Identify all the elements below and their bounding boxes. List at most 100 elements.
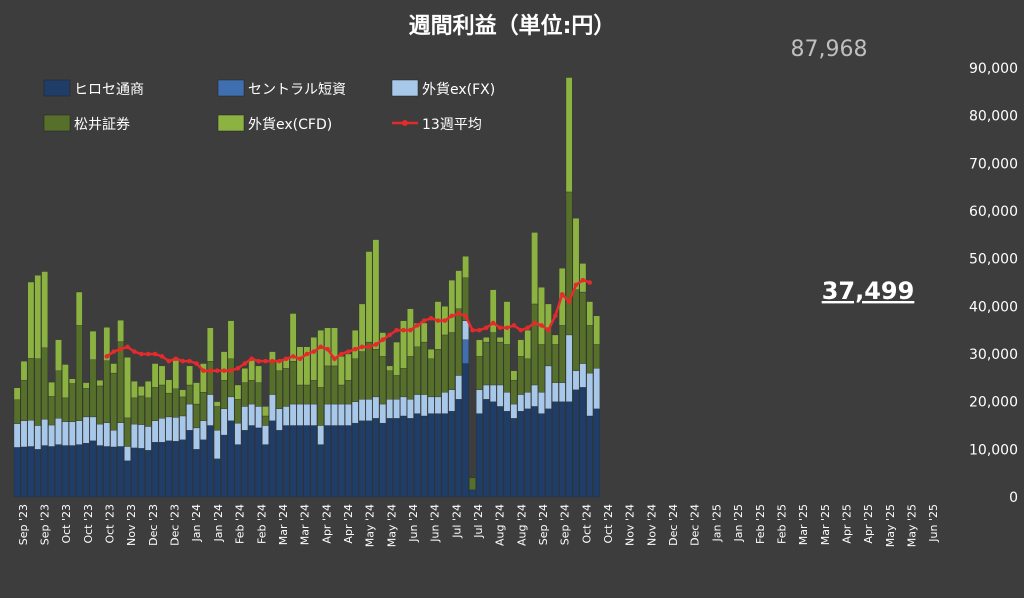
y-tick-label: 40,000 xyxy=(969,299,1018,315)
bar-segment xyxy=(593,368,600,409)
y-tick-label: 20,000 xyxy=(969,395,1018,411)
stacked-bars xyxy=(13,77,600,498)
average-line-point xyxy=(573,282,579,288)
bar-segment xyxy=(379,332,387,357)
bar-segment xyxy=(227,320,235,359)
bar-segment xyxy=(207,425,214,498)
bar-segment xyxy=(358,303,366,352)
bar-segment xyxy=(365,420,373,498)
bar-segment xyxy=(455,270,462,309)
bar-segment xyxy=(193,427,200,450)
bar-segment xyxy=(13,387,21,400)
bar-segment xyxy=(483,399,490,498)
x-tick-label: Apr '25 xyxy=(840,504,853,544)
bar-segment xyxy=(89,359,97,418)
bar-segment xyxy=(220,351,228,381)
bar-segment xyxy=(427,413,435,498)
bar-segment xyxy=(434,396,442,414)
bar-segment xyxy=(455,375,462,400)
x-tick-label: Dec '24 xyxy=(667,504,680,546)
bar-segment xyxy=(262,406,269,417)
bar-segment xyxy=(393,341,400,376)
bar-segment xyxy=(331,425,338,498)
bar-segment xyxy=(193,403,200,429)
bar-segment xyxy=(386,399,393,419)
bar-segment xyxy=(517,411,525,498)
bar-segment xyxy=(517,394,525,412)
average-line-point xyxy=(166,358,172,364)
bar-segment xyxy=(193,382,200,405)
bar-segment xyxy=(151,387,159,421)
bar-segment xyxy=(586,325,594,374)
bar-segment xyxy=(517,339,525,357)
bar-segment xyxy=(524,358,531,393)
bar-segment xyxy=(34,449,42,498)
bar-segment xyxy=(427,358,435,398)
bar-segment xyxy=(75,444,83,498)
x-tick-label: Dec '23 xyxy=(169,504,182,546)
bar-segment xyxy=(282,425,290,498)
bar-segment xyxy=(207,394,214,426)
bar-segment xyxy=(476,389,483,414)
average-line-point xyxy=(352,346,358,352)
bar-segment xyxy=(269,360,276,395)
bar-segment xyxy=(186,430,193,498)
bar-segment xyxy=(75,420,83,445)
x-tick-label: Apr '24 xyxy=(320,504,333,544)
average-line-point xyxy=(208,368,213,373)
bar-segment xyxy=(324,365,331,405)
bar-segment xyxy=(572,289,580,371)
bar-segment xyxy=(372,418,380,498)
bar-segment xyxy=(262,444,269,498)
bar-segment xyxy=(441,391,449,414)
bar-segment xyxy=(324,403,331,426)
x-tick-label: Feb '24 xyxy=(234,504,247,544)
average-line-point xyxy=(587,280,593,285)
bar-segment xyxy=(213,406,221,431)
x-tick-label: Jan '25 xyxy=(710,504,723,542)
bar-segment xyxy=(227,358,235,398)
bar-segment xyxy=(200,439,207,498)
bar-segment xyxy=(110,446,117,498)
bar-segment xyxy=(558,401,566,498)
bar-segment xyxy=(172,441,180,498)
average-line-point xyxy=(580,277,586,283)
average-line-point xyxy=(373,342,379,347)
bar-segment xyxy=(213,458,221,498)
bar-segment xyxy=(69,383,76,422)
bar-segment xyxy=(62,364,69,399)
average-line-point xyxy=(277,358,282,364)
average-line-point xyxy=(532,320,537,326)
average-line-point xyxy=(387,332,393,338)
bar-segment xyxy=(476,413,483,498)
bar-segment xyxy=(586,372,594,417)
bar-segment xyxy=(496,384,504,407)
bar-segment xyxy=(317,444,324,498)
bar-segment xyxy=(27,358,35,421)
bar-segment xyxy=(151,442,159,498)
bar-segment xyxy=(531,384,538,407)
average-line-point xyxy=(304,351,310,357)
average-line-point xyxy=(228,368,234,373)
bar-segment xyxy=(34,425,42,450)
bar-segment xyxy=(248,380,255,405)
average-line-point xyxy=(442,318,448,323)
bar-segment xyxy=(186,365,193,386)
bar-segment xyxy=(462,339,469,364)
bar-segment xyxy=(324,425,331,498)
average-line-point xyxy=(318,344,324,350)
bar-segment xyxy=(131,381,138,399)
x-tick-label: Nov '24 xyxy=(645,504,658,546)
bar-segment xyxy=(213,430,221,460)
bar-segment xyxy=(69,421,76,446)
average-line-point xyxy=(214,368,220,373)
y-tick-label: 60,000 xyxy=(969,204,1018,220)
bar-segment xyxy=(407,418,414,498)
bar-segment xyxy=(310,380,318,405)
bar-segment xyxy=(207,327,214,362)
average-line-point xyxy=(477,327,482,333)
bar-segment xyxy=(41,271,48,348)
bar-segment xyxy=(331,365,338,405)
bar-segment xyxy=(372,239,380,350)
bar-segment xyxy=(393,418,400,498)
